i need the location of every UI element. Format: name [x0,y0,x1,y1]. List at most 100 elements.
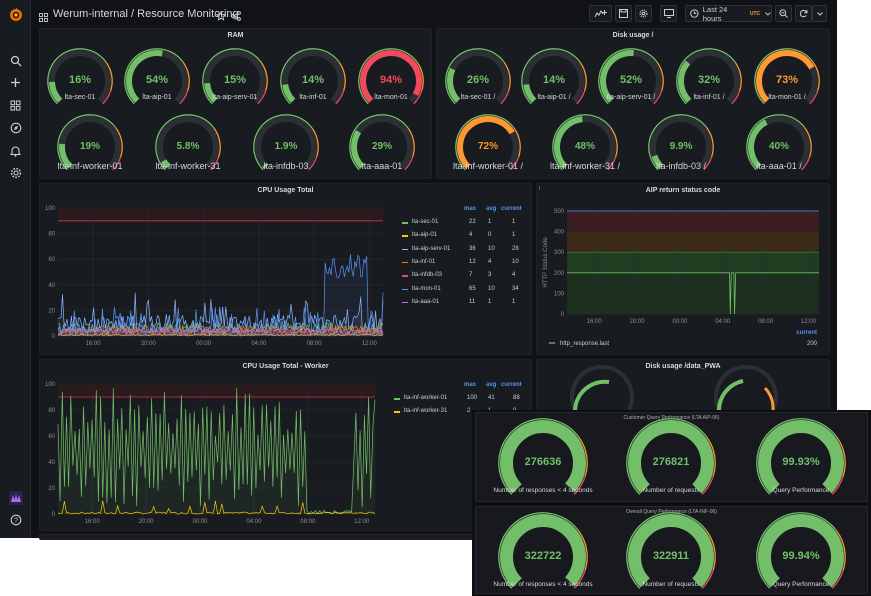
gauge[interactable]: 15% lta-aip-serv-01 [200,46,270,108]
explore-icon[interactable] [7,119,24,136]
zoom-out-button[interactable] [775,5,792,22]
legend-row[interactable]: lta-inf-worker-01 100 41 88 [392,395,530,405]
legend-row[interactable]: lta-aip-serv-01 36 10 28 [400,246,525,256]
y-tick-label: 80 [48,232,55,238]
legend-max: 22 [469,219,476,225]
gauge-fill [756,50,815,103]
save-dashboard-button[interactable] [615,5,632,22]
gauge[interactable]: 72% lta-inf-worker-01 / [453,112,523,174]
gauge-fill [651,154,664,169]
legend-row[interactable]: lta-mon-01 65 10 34 [400,286,525,296]
share-icon[interactable] [231,8,241,26]
gauge[interactable]: 322911 Number of requests [624,510,718,596]
plus-icon[interactable] [7,74,24,91]
gauge[interactable]: 73% lta-mon-01 / [752,46,822,108]
gauge[interactable]: 54% lta-aip-01 [122,46,192,108]
dashboards-icon[interactable] [7,97,24,114]
y-tick-label: 20 [48,308,55,314]
gauge[interactable]: 322722 Number of responses < 4 seconds [493,510,593,596]
gauge-fill [204,82,218,103]
gauge-fill [600,50,634,103]
x-tick-label: 04:00 [246,519,262,525]
cycle-view-mode-button[interactable] [660,5,677,22]
gauge-value: 276636 [524,456,562,469]
legend-row[interactable]: lta-infdb-03 7 3 4 [400,272,525,282]
legend-current: 1 [512,232,516,239]
info-icon[interactable]: i [539,186,541,192]
y-tick-label: 20 [48,486,55,492]
x-tick-label: 12:00 [362,341,378,347]
legend-row[interactable]: lta-sec-01 22 1 1 [400,219,525,229]
gauge[interactable]: 99.94% Query Performance [754,510,848,596]
gauge-fill [500,514,586,588]
ram-panel[interactable]: RAM 16% lta-sec-01 54% lta-aip-01 15% lta-aip… [39,28,432,179]
cpu-worker-chart[interactable]: 0 20 40 60 80 100 16:00 20:00 00:00 04:00 08:00 12:… [40,360,385,531]
gauge[interactable]: 5.8% lta-inf-worker-31 [153,112,223,174]
legend-row[interactable]: lta-aip-01 4 0 1 [400,232,525,242]
legend-row[interactable]: lta-inf-01 12 4 10 [400,259,525,269]
gauge[interactable]: 276821 Number of requests [624,416,718,502]
gauge[interactable]: 14% lta-aip-01 / [519,46,589,108]
gauge-value: 5.8% [176,141,200,152]
gauge[interactable]: 1.9% lta-infdb-03 [251,112,321,174]
avatar-icon[interactable] [7,489,24,506]
gauge-value: 276821 [652,456,690,469]
gauge[interactable]: 40% lta-aaa-01 / [744,112,814,174]
legend-avg: 4 [488,258,492,265]
time-range-label: Last 24 hours [702,4,728,23]
refresh-interval-dropdown[interactable] [812,5,827,22]
gauge[interactable]: 26% lta-sec-01 / [443,46,513,108]
customer-query-performance-panel[interactable]: Customer Query Performance (LTA AIP-06) … [475,412,868,502]
y-tick-label: 0 [52,512,56,518]
gauge[interactable]: 14% lta-inf-01 [278,46,348,108]
legend-swatch [402,288,408,290]
legend-avg: 1 [488,219,492,225]
gauge-value: 1.9% [274,141,298,152]
cpu-usage-worker-panel[interactable]: CPU Usage Total - Worker 0 20 40 60 80 100 16:… [39,359,532,531]
dashboard-title[interactable]: Werum-internal / Resource Monitoring [53,8,239,20]
grafana-logo-icon[interactable] [7,6,24,23]
x-tick-label: 20:00 [630,319,646,325]
legend-header-avg: avg [486,206,497,212]
gauge[interactable]: 48% lta-inf-worker-31 / [550,112,620,174]
legend-swatch [394,398,400,400]
gauge-fill [628,514,714,588]
threshold-region [58,208,383,221]
legend-row[interactable]: lta-aaa-01 11 1 1 [400,299,525,309]
help-icon[interactable]: ? [7,511,24,528]
star-icon[interactable] [215,8,227,26]
cpu-usage-chart[interactable]: 0 20 40 60 80 100 16:00 20:00 00:00 04:00 08:00 12:… [40,184,400,355]
aip-status-chart[interactable]: 0 100 200 300 400 500 16:00 20:00 00:00 04:00 08:0… [537,184,830,355]
configuration-icon[interactable] [7,164,24,181]
overall-query-performance-panel[interactable]: Overall Query Performance (LTA-INF-06) 3… [475,506,868,594]
legend-series-name: lta-sec-01 [412,219,439,225]
gauge[interactable]: 94% lta-mon-01 [356,46,426,108]
gauge[interactable]: 19% lta-inf-worker-01 [55,112,125,174]
legend-current: 34 [512,285,519,292]
gauge[interactable]: 99.93% Query Performance [754,416,848,502]
gauge[interactable]: 29% lta-aaa-01 [347,112,417,174]
add-panel-button[interactable] [589,5,612,22]
gauge[interactable]: 52% lta-aip-serv-01 / [596,46,666,108]
cpu-usage-total-panel[interactable]: CPU Usage Total 0 20 40 60 80 100 16:00 20:00 00… [39,183,532,355]
gauge[interactable]: 276636 Number of responses < 4 seconds [493,416,593,502]
gauge[interactable]: 9.9% lta-infdb-03 / [646,112,716,174]
gauge-fill [360,50,422,103]
sidebar: ? [0,0,31,538]
gauge[interactable]: 32% lta-inf-01 / [674,46,744,108]
gauge-fill [447,67,461,103]
gauge[interactable]: 16% lta-sec-01 [45,46,115,108]
gauge-value: 94% [379,74,403,87]
disk-usage-panel[interactable]: Disk usage / 26% lta-sec-01 / 14% lta-aip-0… [436,28,830,179]
gauge-label: lta-aip-serv-01 [212,94,258,102]
aip-return-status-panel[interactable]: AIP return status code i 0 100 200 300 400 50… [536,183,830,355]
time-range-picker[interactable]: Last 24 hours UTC [685,4,772,23]
legend-series-name: lta-aip-serv-01 [412,245,451,252]
alerting-icon[interactable] [7,142,24,159]
search-icon[interactable] [7,52,24,69]
status-band [567,231,819,253]
gauge-value: 322911 [652,550,690,563]
refresh-button[interactable] [795,5,812,22]
dashboard-settings-button[interactable] [635,5,652,22]
x-tick-label: 20:00 [139,519,155,525]
